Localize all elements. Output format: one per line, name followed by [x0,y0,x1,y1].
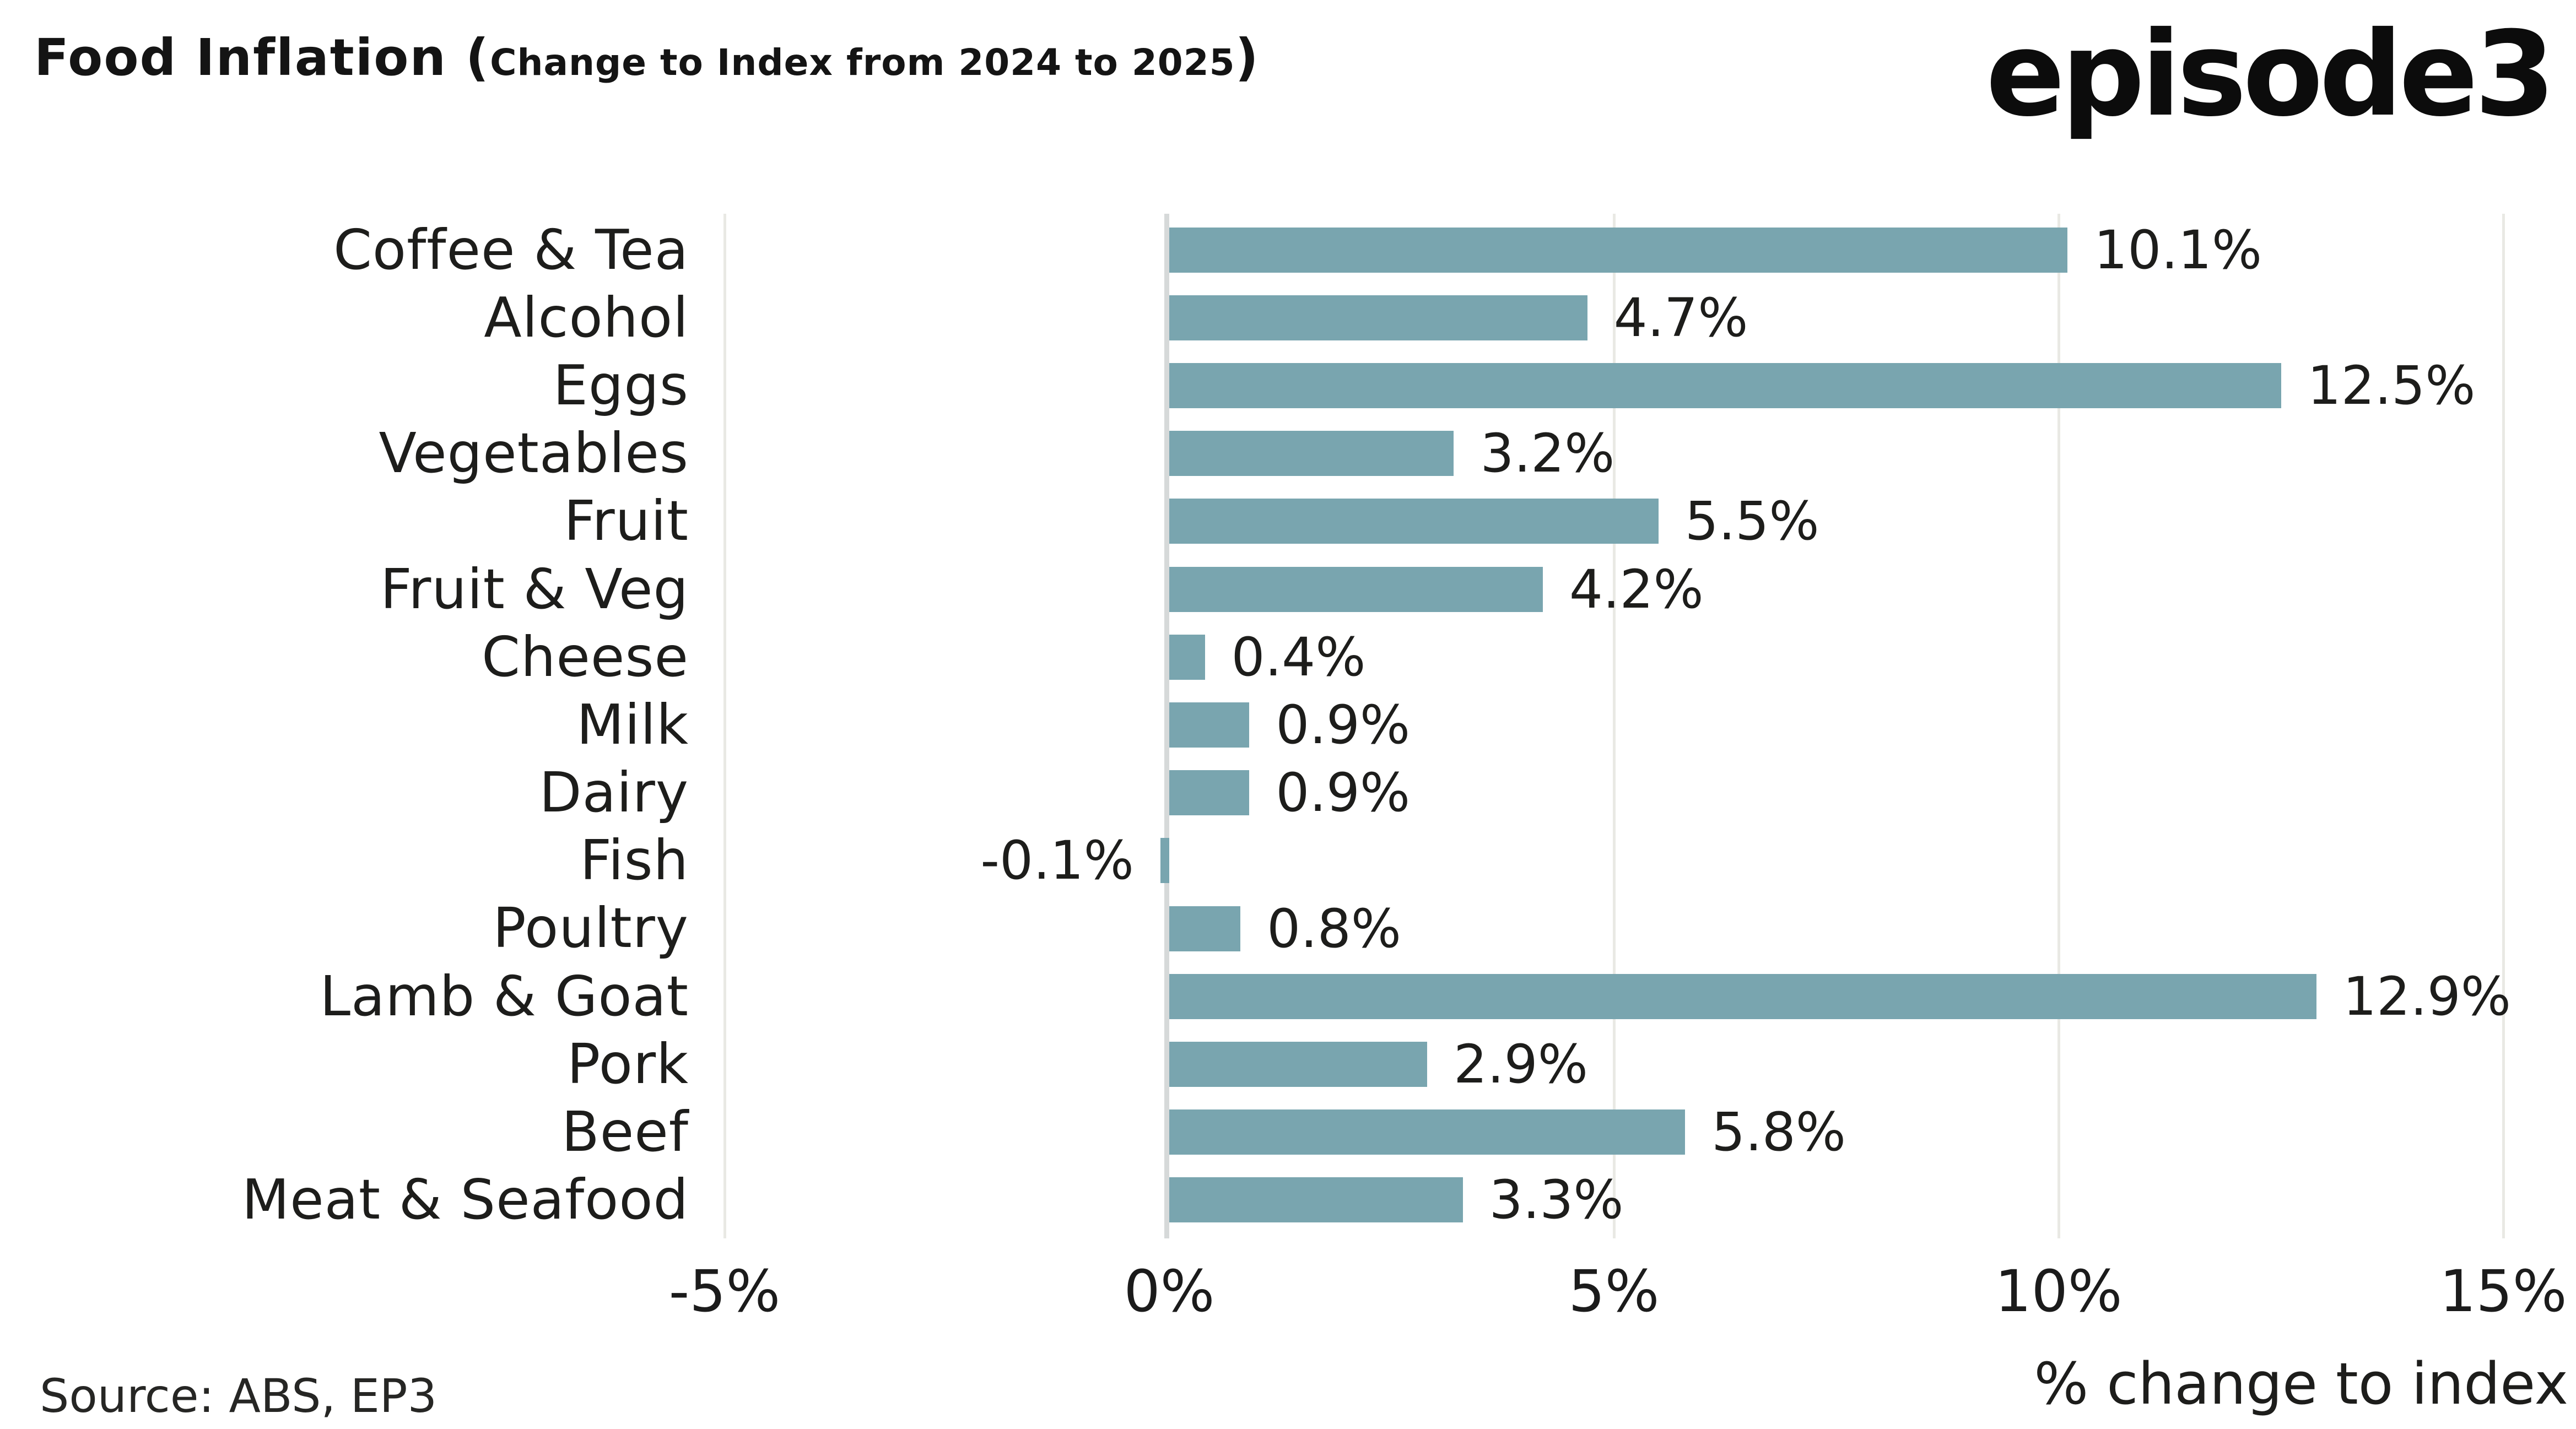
value-label-coffee-tea: 10.1% [2094,219,2262,281]
bar-poultry [1169,906,1241,951]
zero-axis-line [1164,214,1169,1238]
bar-beef [1169,1109,1686,1155]
category-label-coffee-tea: Coffee & Tea [333,217,689,282]
value-label-milk: 0.9% [1276,694,1411,756]
gridline-10% [2057,214,2060,1238]
value-label-cheese: 0.4% [1231,626,1366,688]
category-label-fruit-veg: Fruit & Veg [380,556,689,621]
value-label-fruit-veg: 4.2% [1569,558,1704,620]
category-label-alcohol: Alcohol [484,285,689,350]
x-axis-title: % change to index [2034,1350,2568,1417]
page-title: Food Inflation ( Change to Index from 20… [34,29,1260,87]
bar-milk [1169,702,1250,748]
value-label-meat-seafood: 3.3% [1489,1169,1624,1231]
bar-pork [1169,1042,1428,1087]
bar-fruit [1169,499,1659,544]
value-label-alcohol: 4.7% [1613,286,1748,349]
gridline-15% [2502,214,2505,1238]
page-title-close-paren: ) [1235,28,1260,87]
value-label-vegetables: 3.2% [1480,423,1615,485]
value-label-pork: 2.9% [1454,1033,1588,1095]
value-label-dairy: 0.9% [1276,762,1411,824]
x-tick-label-10%: 10% [1995,1258,2123,1325]
category-label-vegetables: Vegetables [379,421,689,486]
page-title-main: Food Inflation ( [34,28,490,87]
category-label-poultry: Poultry [493,896,689,961]
category-label-beef: Beef [561,1100,689,1165]
category-label-cheese: Cheese [482,624,689,689]
gridline--5% [723,214,726,1238]
gridline-5% [1613,214,1616,1238]
category-axis-labels: Coffee & Tea Alcohol Eggs Vegetables Fruit Fr… [0,216,689,1234]
category-label-fruit: Fruit [564,489,689,554]
category-label-pork: Pork [567,1031,689,1096]
category-label-dairy: Dairy [539,760,689,825]
bar-meat-seafood [1169,1177,1463,1223]
bar-alcohol [1169,295,1587,340]
episode3-logo: episode3 [1985,6,2556,142]
x-tick-label-0%: 0% [1124,1258,1215,1325]
bar-fruit-veg [1169,566,1543,612]
value-label-poultry: 0.8% [1267,897,1401,960]
x-tick-label-5%: 5% [1568,1258,1660,1325]
value-label-fruit: 5.5% [1684,490,1819,553]
x-tick-label--5%: -5% [668,1258,781,1325]
category-label-lamb-goat: Lamb & Goat [320,964,689,1029]
value-label-lamb-goat: 12.9% [2343,965,2512,1027]
value-label-beef: 5.8% [1711,1101,1846,1163]
category-label-fish: Fish [580,828,689,893]
bar-lamb-goat [1169,973,2317,1019]
category-label-meat-seafood: Meat & Seafood [241,1167,689,1232]
value-label-eggs: 12.5% [2307,355,2476,416]
page-title-subtitle: Change to Index from 2024 to 2025 [490,41,1235,84]
bar-vegetables [1169,431,1454,477]
x-tick-label-15%: 15% [2439,1258,2567,1325]
bar-coffee-tea [1169,227,2068,273]
bar-eggs [1169,363,2281,408]
category-label-eggs: Eggs [553,353,689,418]
category-label-milk: Milk [576,692,689,757]
bar-cheese [1169,634,1205,680]
bar-fish [1160,838,1169,884]
source-note: Source: ABS, EP3 [40,1369,438,1423]
value-label-fish: -0.1% [980,830,1134,892]
bar-dairy [1169,770,1250,816]
